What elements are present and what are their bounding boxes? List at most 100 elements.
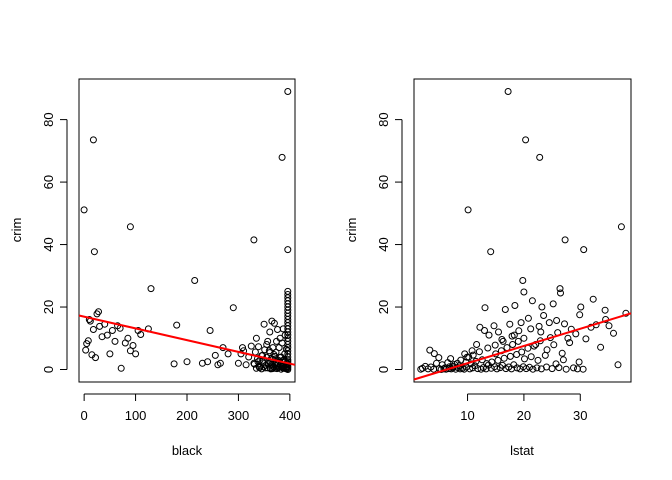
data-point-lstat (536, 153, 544, 161)
data-point-lstat (494, 356, 502, 364)
x-tick-label-lstat: 10 (460, 408, 474, 423)
data-point-lstat (514, 337, 522, 345)
data-point-black (183, 358, 191, 366)
y-tick-label-black: 40 (41, 237, 56, 251)
data-point-lstat (463, 353, 471, 361)
data-point-lstat (500, 354, 508, 362)
data-point-lstat (527, 353, 535, 361)
x-ticks-black: 0 100 200 300 400 (81, 393, 301, 423)
data-point-lstat (548, 365, 556, 373)
data-point-black (132, 350, 140, 358)
data-point-lstat (499, 337, 507, 345)
data-point-black (84, 337, 92, 345)
data-point-black (250, 360, 258, 368)
data-point-black (173, 321, 181, 329)
data-point-lstat (464, 206, 472, 214)
data-point-lstat (550, 341, 558, 349)
data-point-black (224, 350, 232, 358)
data-point-black (117, 364, 125, 372)
data-point-black (242, 361, 250, 369)
data-point-black (257, 362, 264, 370)
data-point-lstat (570, 364, 577, 372)
data-point-lstat (538, 303, 546, 311)
data-point-lstat (610, 329, 617, 337)
panel-lstat: 10 20 30 0 20 40 60 80 lstat crim (344, 78, 632, 458)
data-point-black (260, 363, 268, 371)
x-axis-label-lstat: lstat (510, 443, 534, 458)
data-point-black (239, 344, 246, 352)
data-point-lstat (483, 360, 491, 368)
data-point-lstat (468, 347, 476, 355)
data-point-black (108, 327, 116, 334)
panel-black: 0 100 200 300 400 0 20 40 60 80 black crim (9, 78, 301, 458)
data-point-black (90, 248, 98, 256)
data-point-black (284, 287, 292, 295)
data-point-lstat (528, 297, 536, 305)
data-point-lstat (476, 323, 484, 331)
data-point-lstat (508, 332, 516, 340)
data-point-black (266, 328, 274, 336)
data-point-black (204, 358, 212, 366)
y-tick-label-lstat: 80 (376, 112, 391, 126)
data-point-lstat (564, 334, 572, 342)
data-point-lstat (566, 339, 574, 347)
data-point-lstat (521, 355, 528, 363)
data-point-black (92, 354, 99, 362)
data-point-black (255, 343, 262, 351)
data-point-black (250, 236, 258, 244)
data-point-lstat (617, 223, 625, 231)
fit-line-black (78, 314, 296, 366)
data-point-black (282, 345, 290, 353)
y-tick-label-lstat: 40 (376, 237, 391, 251)
data-point-lstat (509, 341, 517, 348)
y-tick-label-black: 80 (41, 112, 56, 126)
y-axis-label-lstat: crim (344, 218, 359, 243)
data-point-lstat (533, 364, 541, 372)
data-point-lstat (475, 348, 483, 356)
data-point-lstat (561, 236, 569, 244)
data-point-black (111, 337, 119, 345)
data-point-lstat (435, 354, 443, 362)
data-point-lstat (469, 364, 477, 372)
y-axis-label-black: crim (9, 218, 24, 243)
y-tick-label-black: 0 (41, 366, 56, 373)
x-ticks-lstat: 10 20 30 (460, 393, 588, 423)
data-point-lstat (545, 319, 553, 327)
data-point-lstat (529, 365, 537, 373)
data-point-lstat (562, 365, 570, 373)
plot-frame-lstat (413, 78, 632, 383)
data-point-lstat (491, 341, 499, 349)
data-point-black (82, 346, 90, 354)
data-point-lstat (481, 327, 488, 334)
data-point-lstat (589, 295, 597, 303)
data-point-black (256, 364, 263, 372)
data-point-lstat (558, 349, 566, 357)
data-point-black (191, 277, 199, 284)
data-point-lstat (515, 327, 523, 335)
data-point-lstat (561, 320, 568, 328)
data-point-lstat (469, 351, 477, 359)
data-point-lstat (579, 365, 587, 373)
data-point-lstat (582, 335, 590, 343)
data-point-black (211, 351, 219, 359)
data-point-lstat (433, 359, 440, 367)
data-point-black (267, 365, 275, 373)
y-tick-label-lstat: 20 (376, 300, 391, 314)
data-point-black (89, 326, 97, 333)
data-point-black (234, 359, 242, 367)
data-point-lstat (557, 289, 564, 297)
data-point-lstat (495, 328, 502, 336)
fit-line-lstat (413, 312, 632, 381)
data-point-black (95, 308, 102, 316)
data-point-lstat (601, 306, 609, 314)
data-point-lstat (605, 322, 613, 330)
data-point-lstat (501, 306, 509, 313)
data-point-lstat (520, 334, 528, 342)
data-point-black (247, 342, 255, 350)
data-point-lstat (473, 341, 481, 348)
data-point-black (252, 334, 260, 342)
data-point-lstat (522, 365, 530, 373)
data-point-black (264, 337, 272, 345)
data-point-black (106, 350, 114, 358)
